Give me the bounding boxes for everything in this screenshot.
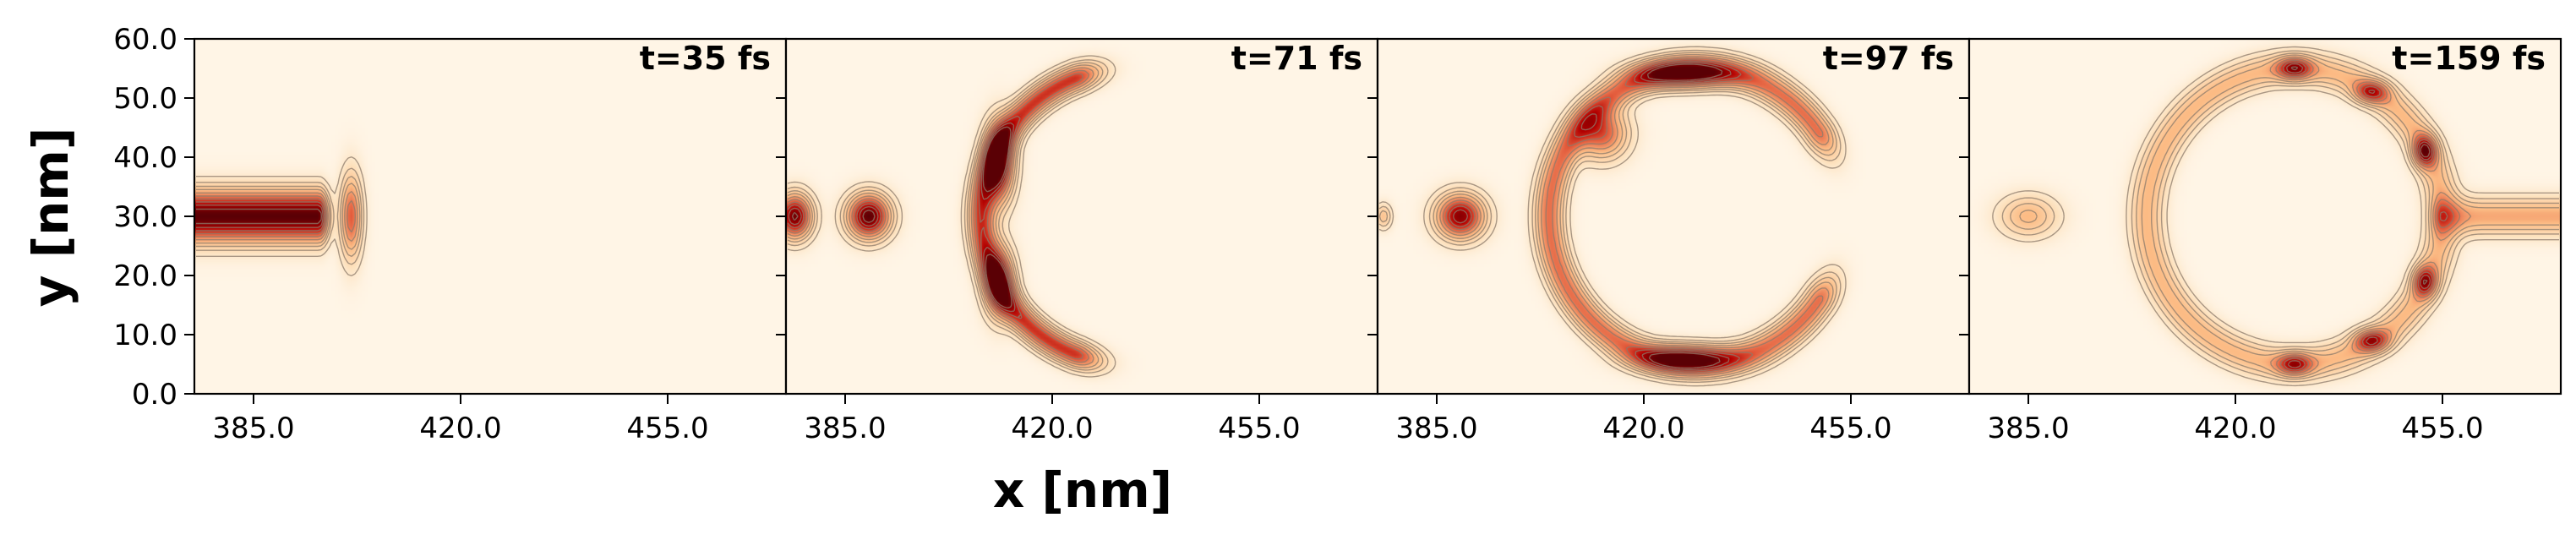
x-tick-label: 455.0 [2401, 412, 2483, 445]
contour-level-9 [788, 122, 1016, 313]
contour-level-9 [196, 205, 324, 228]
contour-level-5 [787, 67, 1094, 366]
contour-level-3 [787, 62, 1104, 371]
x-tick-label: 385.0 [1987, 412, 2069, 445]
y-axis-label: y [nm] [22, 128, 79, 308]
contour-level-4 [1436, 53, 1834, 379]
contour-level-1 [787, 55, 1116, 378]
y-tick-label: 0.0 [132, 378, 177, 412]
contour-level-1 [196, 156, 368, 276]
contour-level-2 [1378, 49, 1842, 383]
x-tick-label: 385.0 [1395, 412, 1477, 445]
contour-level-1 [1378, 46, 1847, 387]
contour-level-9 [1452, 62, 1732, 370]
y-tick-label: 50.0 [113, 82, 177, 116]
contour-level-10 [1646, 63, 1723, 369]
panel-4: 385.0 420.0 455.0 t=159 fs [1959, 37, 2562, 445]
y-tick-label: 10.0 [113, 319, 177, 352]
y-tick-label: 20.0 [113, 259, 177, 293]
contours [196, 156, 368, 276]
y-tick-label: 30.0 [113, 200, 177, 234]
y-tick-label: 60.0 [113, 23, 177, 57]
contour-level-5 [196, 190, 358, 243]
x-tick-label: 420.0 [1602, 412, 1684, 445]
contour-level-2 [196, 167, 365, 265]
x-axis-label: x [nm] [993, 461, 1172, 519]
contour-level-6 [2275, 57, 2461, 374]
contour-level-10 [791, 126, 1012, 308]
contour-level-2 [787, 59, 1109, 374]
contour-level-4 [196, 183, 361, 250]
heatmap-image [194, 39, 786, 394]
contour-level-8 [787, 114, 1023, 319]
contour-level-8 [196, 201, 325, 232]
time-label: t=97 fs [1823, 40, 1954, 77]
contour-level-7 [196, 198, 326, 235]
y-tick-label: 40.0 [113, 141, 177, 175]
contour-level-2 [2001, 50, 2559, 383]
contour-level-7 [1445, 59, 1755, 374]
contour-level-7 [2279, 59, 2455, 373]
panel-1: 385.0 420.0 455.0 0.0 10.0 20.0 30.0 40.0 50.0 60… [113, 23, 788, 445]
contour-level-3 [1378, 52, 1837, 381]
heatmap-image [1378, 39, 1969, 394]
x-tick-label: 420.0 [1011, 412, 1093, 445]
contour-level-6 [787, 69, 1089, 363]
contour-level-9 [2285, 63, 2432, 368]
contour-level-8 [1449, 60, 1742, 372]
time-label: t=159 fs [2392, 40, 2546, 77]
panel-2: 385.0 420.0 455.0 t=71 fs [776, 37, 1379, 445]
contour-level-10 [2290, 66, 2431, 285]
x-tick-label: 385.0 [804, 412, 886, 445]
contour-level-3 [2010, 52, 2559, 380]
heatmap-image [786, 39, 1378, 394]
contour-level-3 [196, 175, 363, 258]
contours [1992, 46, 2559, 387]
contour-level-4 [2019, 54, 2559, 379]
x-tick-label: 385.0 [212, 412, 294, 445]
x-tick-label: 455.0 [1218, 412, 1300, 445]
contour-level-1 [1992, 46, 2559, 387]
time-label: t=35 fs [640, 40, 771, 77]
contour-level-8 [2282, 61, 2448, 371]
time-label: t=71 fs [1231, 40, 1362, 77]
contour-level-4 [787, 64, 1100, 368]
heatmap-image [1969, 39, 2561, 394]
contour-level-5 [1439, 56, 1830, 377]
contour-level-6 [196, 195, 356, 237]
x-tick-label: 420.0 [419, 412, 501, 445]
panel-3: 385.0 420.0 455.0 t=97 fs [1367, 37, 1971, 445]
contours [787, 55, 1116, 378]
contour-level-6 [1442, 57, 1824, 375]
x-tick-label: 420.0 [2194, 412, 2276, 445]
contours [1378, 46, 1847, 387]
x-tick-label: 455.0 [626, 412, 708, 445]
contour-level-7 [787, 73, 1084, 360]
x-tick-label: 455.0 [1809, 412, 1891, 445]
contour-level-10 [196, 208, 322, 225]
contour-level-5 [2269, 56, 2472, 376]
panels: 385.0 420.0 455.0 0.0 10.0 20.0 30.0 40.0 50.0 60… [113, 23, 2562, 445]
